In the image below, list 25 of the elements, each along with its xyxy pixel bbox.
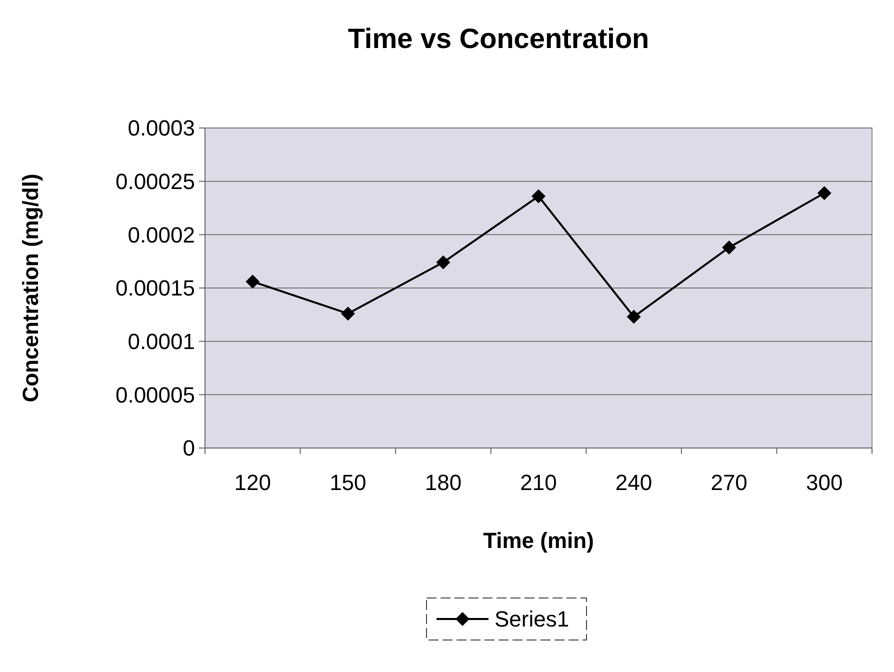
y-tick-label: 0 <box>182 436 195 461</box>
y-tick-label: 0.0003 <box>128 116 195 141</box>
y-axis-title: Concentration (mg/dl) <box>18 174 43 402</box>
y-tick-label: 0.00015 <box>115 276 195 301</box>
point <box>626 310 641 324</box>
x-tick-label: 300 <box>806 470 843 495</box>
legend-label: Series1 <box>494 606 570 632</box>
x-tick-label: 120 <box>234 470 271 495</box>
x-tick-label: 180 <box>424 470 462 495</box>
y-tick-label: 0.0001 <box>128 329 195 354</box>
point <box>532 189 546 204</box>
chart-title: Time vs Concentration <box>348 23 650 54</box>
x-tick-label: 240 <box>615 470 652 495</box>
x-axis-title: Time (min) <box>483 528 594 553</box>
point <box>722 240 736 254</box>
y-tick-label: 0.00005 <box>115 382 195 408</box>
x-tick-label: 270 <box>710 470 748 495</box>
y-tick-label: 0.0002 <box>128 222 195 248</box>
y-tick-label: 0.00025 <box>115 169 195 194</box>
point <box>340 306 355 321</box>
point <box>817 186 832 200</box>
point <box>436 255 450 270</box>
x-tick-label: 150 <box>330 470 366 495</box>
point <box>246 274 260 289</box>
x-tick-label: 210 <box>520 470 557 495</box>
